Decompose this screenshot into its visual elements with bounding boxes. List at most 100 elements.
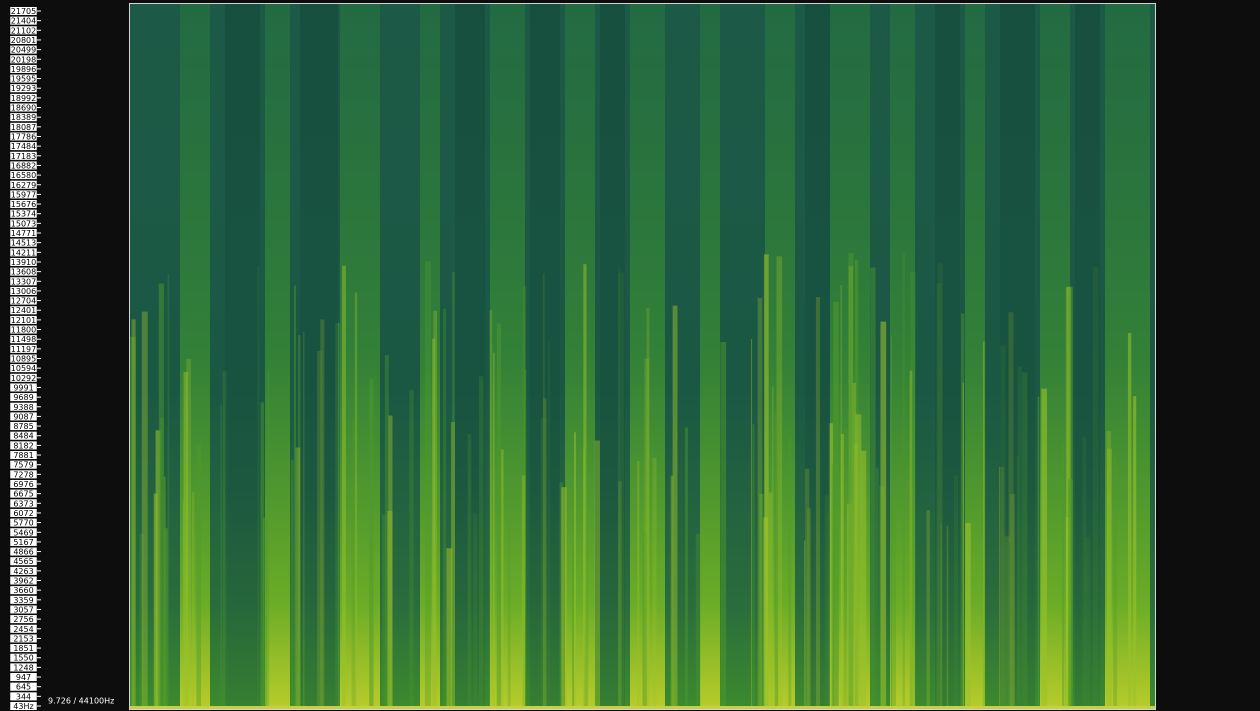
frequency-label: 21404	[11, 17, 36, 26]
streak	[751, 338, 753, 709]
streak	[684, 427, 688, 709]
streak	[962, 382, 965, 709]
streak	[875, 467, 879, 709]
frequency-label: 14211	[11, 248, 36, 257]
frequency-label: 8182	[13, 441, 33, 450]
streak	[489, 310, 493, 709]
frequency-label: 3962	[13, 577, 33, 586]
streak	[1106, 448, 1112, 709]
frequency-label: 9991	[13, 383, 33, 392]
frequency-label: 5770	[13, 519, 33, 528]
streak	[164, 528, 168, 709]
streak	[828, 423, 834, 709]
streak	[652, 457, 657, 709]
frequency-label: 11498	[11, 335, 36, 344]
streak	[855, 414, 862, 709]
frequency-label: 10292	[11, 374, 36, 383]
streak	[642, 531, 647, 709]
frequency-label: 645	[16, 683, 31, 692]
frequency-label: 15073	[11, 219, 36, 228]
streak	[1106, 431, 1112, 709]
streak	[561, 487, 567, 709]
streak	[130, 336, 136, 709]
streak	[192, 492, 195, 709]
streak	[167, 274, 170, 709]
streak	[843, 429, 848, 709]
streak	[220, 404, 222, 709]
streak	[139, 533, 144, 709]
streak	[833, 301, 839, 709]
streak	[432, 338, 436, 709]
frequency-label: 13006	[11, 287, 36, 296]
streak	[388, 415, 393, 709]
frequency-label: 2756	[13, 615, 33, 624]
streak	[982, 341, 986, 709]
bright-band	[565, 4, 595, 709]
streak	[451, 422, 456, 709]
frequency-label: 12704	[11, 297, 36, 306]
streak	[831, 463, 835, 709]
streak	[1037, 396, 1040, 709]
frequency-label: 3057	[13, 605, 33, 614]
frequency-label: 12101	[11, 316, 36, 325]
streak	[672, 305, 678, 709]
frequency-label: 14771	[11, 229, 36, 238]
streak	[443, 308, 447, 709]
streak	[381, 514, 387, 709]
dark-band	[225, 4, 260, 709]
frequency-label: 14513	[11, 239, 36, 248]
frequency-label: 15977	[11, 190, 36, 199]
streak	[521, 475, 526, 709]
frequency-label: 12401	[11, 306, 36, 315]
streak	[424, 261, 431, 709]
status-info: 9.726 / 44100Hz	[48, 697, 114, 706]
streak	[891, 508, 896, 709]
streak	[573, 432, 576, 709]
streak	[584, 448, 589, 709]
frequency-label: 6976	[13, 480, 33, 489]
bright-band	[1105, 4, 1150, 709]
streak	[293, 285, 296, 709]
streak	[852, 382, 856, 709]
frequency-label: 9388	[13, 403, 33, 412]
streak	[840, 434, 844, 709]
frequency-label: 7579	[13, 461, 33, 470]
frequency-label: 10895	[11, 355, 36, 364]
frequency-label: 17484	[11, 142, 36, 151]
streak	[153, 493, 158, 709]
streak	[262, 517, 268, 709]
frequency-label: 21102	[11, 26, 36, 35]
streak	[158, 283, 164, 709]
streak	[695, 533, 701, 709]
streak	[267, 371, 270, 709]
streak	[384, 355, 389, 709]
streak	[854, 444, 858, 709]
streak	[522, 286, 527, 709]
frequency-label: 1550	[13, 654, 33, 663]
streak	[720, 341, 727, 709]
streak	[757, 298, 763, 709]
streak	[1062, 443, 1065, 709]
streak	[155, 430, 161, 709]
spectrogram-bands	[130, 4, 1150, 710]
streak	[788, 438, 792, 709]
streak	[759, 493, 764, 709]
streak	[298, 335, 302, 709]
frequency-label: 18690	[11, 104, 36, 113]
streak	[182, 500, 184, 709]
streak	[160, 417, 164, 709]
streak	[644, 358, 650, 709]
streak	[507, 501, 511, 709]
frequency-label: 6373	[13, 499, 33, 508]
frequency-label: 13608	[11, 268, 36, 277]
streak	[496, 323, 502, 709]
streak	[260, 402, 264, 709]
streak	[752, 424, 755, 709]
streak	[558, 482, 564, 709]
frequency-label: 15374	[11, 210, 36, 219]
streak	[961, 313, 965, 709]
dark-band	[455, 4, 485, 709]
streak	[1067, 479, 1073, 709]
